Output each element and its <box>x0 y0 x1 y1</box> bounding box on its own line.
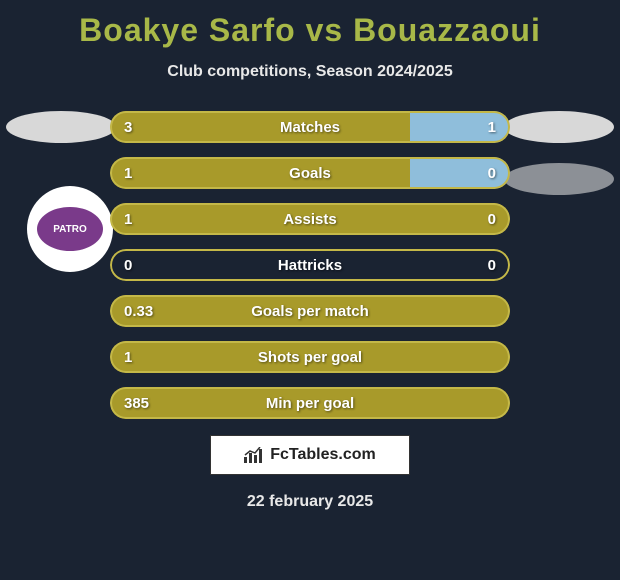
player-right-placeholder-2-icon <box>504 163 614 195</box>
stat-label: Matches <box>280 119 340 136</box>
stat-value-left: 1 <box>124 211 132 228</box>
page-title: Boakye Sarfo vs Bouazzaoui <box>0 0 620 49</box>
stat-label: Goals per match <box>251 303 369 320</box>
stat-label: Goals <box>289 165 331 182</box>
stat-value-left: 1 <box>124 165 132 182</box>
brand-label: FcTables.com <box>270 446 376 464</box>
footer-date: 22 february 2025 <box>10 493 610 511</box>
stat-value-right: 0 <box>488 165 496 182</box>
stat-value-left: 0.33 <box>124 303 153 320</box>
stat-row: 0 0 Hattricks <box>110 249 510 281</box>
club-badge-label: PATRO <box>37 207 103 251</box>
club-badge-left: PATRO <box>27 186 113 272</box>
stat-value-right: 0 <box>488 257 496 274</box>
page-subtitle: Club competitions, Season 2024/2025 <box>0 63 620 81</box>
stat-value-left: 385 <box>124 395 149 412</box>
stat-value-left: 0 <box>124 257 132 274</box>
player-right-placeholder-icon <box>504 111 614 143</box>
stat-value-left: 3 <box>124 119 132 136</box>
stat-row: 0.33 Goals per match <box>110 295 510 327</box>
brand-logo[interactable]: FcTables.com <box>210 435 410 475</box>
chart-icon <box>244 447 264 463</box>
stat-label: Shots per goal <box>258 349 362 366</box>
stat-value-right: 0 <box>488 211 496 228</box>
player-left-placeholder-icon <box>6 111 116 143</box>
stat-row: 385 Min per goal <box>110 387 510 419</box>
stat-value-left: 1 <box>124 349 132 366</box>
stat-value-right: 1 <box>488 119 496 136</box>
comparison-content: PATRO 3 1 Matches 1 0 Goals 1 0 Assists 0 0 Hattric… <box>0 111 620 511</box>
stat-row: 3 1 Matches <box>110 111 510 143</box>
stat-label: Hattricks <box>278 257 342 274</box>
stat-label: Assists <box>283 211 336 228</box>
stat-label: Min per goal <box>266 395 354 412</box>
stat-row: 1 0 Assists <box>110 203 510 235</box>
stat-row: 1 Shots per goal <box>110 341 510 373</box>
stat-row: 1 0 Goals <box>110 157 510 189</box>
stats-list: 3 1 Matches 1 0 Goals 1 0 Assists 0 0 Hattricks 0.33… <box>110 111 510 419</box>
